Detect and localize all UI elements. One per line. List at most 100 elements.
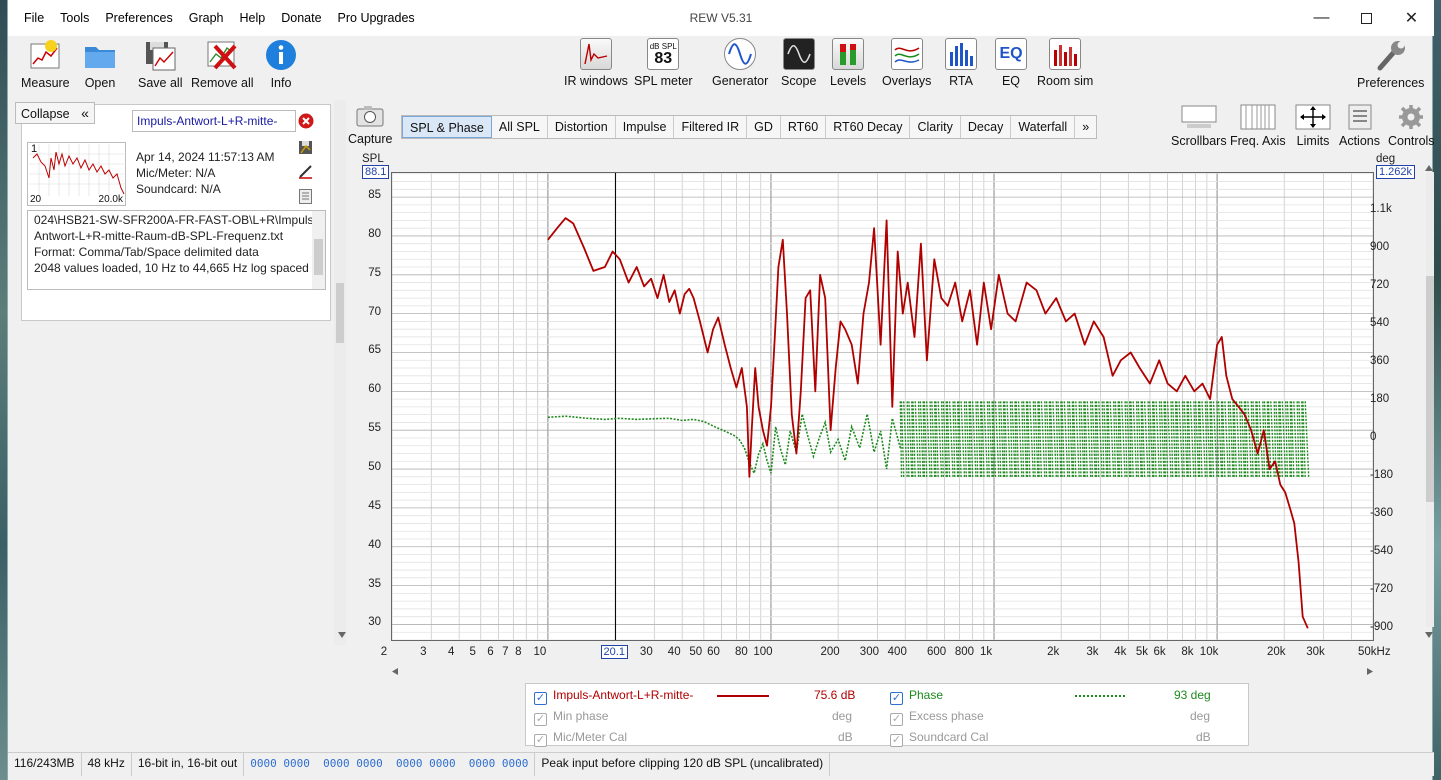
x-axis-tick-label: 3 <box>420 646 427 658</box>
right-scroll-up-icon[interactable] <box>1424 164 1434 172</box>
generator-button[interactable]: Generator <box>712 38 768 88</box>
collapse-button[interactable]: Collapse « <box>15 102 95 124</box>
legend-spl-checkbox[interactable]: ✓ Impuls-Antwort-L+R-mitte- <box>534 688 693 705</box>
levels-button[interactable]: Levels <box>830 38 866 88</box>
tab-filtered-ir[interactable]: Filtered IR <box>674 116 748 138</box>
limits-label: Limits <box>1296 134 1330 148</box>
spl-phase-graph[interactable] <box>391 172 1374 641</box>
measure-icon <box>30 40 60 69</box>
scroll-left-icon[interactable] <box>391 667 399 676</box>
legend-min-phase-label: Min phase <box>553 709 609 723</box>
menu-graph[interactable]: Graph <box>188 11 224 25</box>
edit-measurement-icon[interactable] <box>298 164 313 179</box>
legend-spl-value: 75.6 dB <box>814 688 856 702</box>
controls-button[interactable]: Controls <box>1388 104 1435 148</box>
y-scroll-down-icon[interactable] <box>337 631 347 639</box>
minimize-button[interactable]: — <box>1299 0 1344 36</box>
left-axis-title: SPL <box>362 153 384 165</box>
save-measurement-icon[interactable] <box>298 140 313 155</box>
remove-all-button[interactable]: Remove all <box>191 38 254 90</box>
graph-canvas[interactable] <box>391 173 1374 641</box>
menu-tools[interactable]: Tools <box>60 11 90 25</box>
ir-windows-button[interactable]: IR windows <box>564 38 628 88</box>
scope-label: Scope <box>781 74 817 88</box>
right-axis-tick-label: 900 <box>1370 241 1390 254</box>
menu-help[interactable]: Help <box>239 11 266 25</box>
measurement-name-field[interactable]: Impuls-Antwort-L+R-mitte- <box>132 110 296 132</box>
room-sim-button[interactable]: Room sim <box>1037 38 1093 88</box>
right-scroll-down-icon[interactable] <box>1424 631 1434 639</box>
measure-button[interactable]: Measure <box>21 38 70 90</box>
tab-distortion[interactable]: Distortion <box>548 116 616 138</box>
tab-spl-phase[interactable]: SPL & Phase <box>402 116 492 138</box>
tab-waterfall[interactable]: Waterfall <box>1011 116 1076 138</box>
x-axis-tick-label: 10k <box>1199 646 1219 658</box>
open-button[interactable]: Open <box>83 38 117 90</box>
spl-meter-label: SPL meter <box>634 74 693 88</box>
menu-pro-upgrades[interactable]: Pro Upgrades <box>337 11 415 25</box>
actions-button[interactable]: Actions <box>1339 104 1380 148</box>
menu-file[interactable]: File <box>24 11 45 25</box>
tab-all-spl[interactable]: All SPL <box>492 116 548 138</box>
left-axis-top-value[interactable]: 88.1 <box>362 165 390 179</box>
room-sim-label: Room sim <box>1037 74 1094 88</box>
capture-button[interactable]: Capture <box>348 104 392 146</box>
status-memory[interactable]: 116/243MB <box>8 753 82 776</box>
x-scrollbar[interactable] <box>391 667 1374 676</box>
rta-button[interactable]: RTA <box>945 38 977 88</box>
graph-tabs: SPL & Phase All SPL Distortion Impulse F… <box>401 115 1098 139</box>
menu-preferences[interactable]: Preferences <box>105 11 173 25</box>
tab-rt60-decay[interactable]: RT60 Decay <box>826 116 911 138</box>
legend-soundcard-cal-checkbox[interactable]: ✓ Soundcard Cal <box>890 730 988 747</box>
tab-clarity[interactable]: Clarity <box>910 116 961 138</box>
right-axis-tick-label: -360 <box>1370 507 1394 520</box>
eq-icon: EQ <box>995 38 1027 70</box>
overlays-button[interactable]: Overlays <box>882 38 931 88</box>
tab-gd[interactable]: GD <box>747 116 781 138</box>
x-axis-tick-label: 5 <box>469 646 476 658</box>
left-axis-tick-label: 30 <box>368 616 381 629</box>
info-button[interactable]: Info <box>264 38 298 90</box>
left-axis-tick-label: 35 <box>368 577 381 590</box>
maximize-button[interactable] <box>1344 0 1389 36</box>
remove-measurement-icon[interactable] <box>298 113 314 129</box>
camera-icon <box>356 106 384 127</box>
notes-scrollbar[interactable] <box>312 211 325 289</box>
spl-meter-button[interactable]: dB SPL 83 SPL meter <box>634 38 693 88</box>
right-scroll-thumb[interactable] <box>1426 276 1434 502</box>
preferences-button[interactable]: Preferences <box>1357 38 1424 90</box>
scope-button[interactable]: Scope <box>781 38 816 88</box>
legend-min-phase-checkbox[interactable]: ✓ Min phase <box>534 709 608 726</box>
panel-scroll-thumb[interactable] <box>336 283 344 343</box>
right-axis-top-value[interactable]: 1.262k <box>1376 165 1416 179</box>
notes-line: 2048 values loaded, 10 Hz to 44,665 Hz l… <box>34 261 309 275</box>
left-axis-tick-label: 40 <box>368 538 381 551</box>
notes-icon[interactable] <box>299 189 312 204</box>
overlays-label: Overlays <box>882 74 932 88</box>
save-all-button[interactable]: Save all <box>138 38 182 90</box>
cursor-frequency-value[interactable]: 20.1 <box>600 645 628 659</box>
measurement-thumbnail[interactable]: 1 20 20.0k <box>27 142 126 206</box>
measurement-notes[interactable]: 024\HSB21-SW-SFR200A-FR-FAST-OB\L+R\Impu… <box>27 210 326 290</box>
right-scrollbar[interactable] <box>1426 172 1434 627</box>
eq-button[interactable]: EQ EQ <box>995 38 1027 88</box>
desktop-background-left <box>0 0 7 780</box>
panel-scrollbar[interactable] <box>334 100 346 645</box>
legend-mic-cal-checkbox[interactable]: ✓ Mic/Meter Cal <box>534 730 627 747</box>
tab-rt60[interactable]: RT60 <box>781 116 827 138</box>
legend-excess-phase-checkbox[interactable]: ✓ Excess phase <box>890 709 984 726</box>
menu-donate[interactable]: Donate <box>281 11 322 25</box>
scroll-right-icon[interactable] <box>1366 667 1374 676</box>
checkbox-checked-icon: ✓ <box>890 692 903 705</box>
tab-decay[interactable]: Decay <box>961 116 1012 138</box>
limits-button[interactable]: Limits <box>1295 104 1331 148</box>
scrollbars-button[interactable]: Scrollbars <box>1171 104 1227 148</box>
checkbox-checked-icon: ✓ <box>890 713 903 726</box>
spl-meter-value: 83 <box>654 49 673 67</box>
close-button[interactable]: ✕ <box>1389 0 1434 36</box>
tab-impulse[interactable]: Impulse <box>616 116 675 138</box>
freq-axis-button[interactable]: Freq. Axis <box>1230 104 1286 148</box>
notes-scroll-thumb[interactable] <box>314 239 323 275</box>
tab-more[interactable]: » <box>1082 120 1090 134</box>
legend-phase-checkbox[interactable]: ✓ Phase <box>890 688 943 705</box>
